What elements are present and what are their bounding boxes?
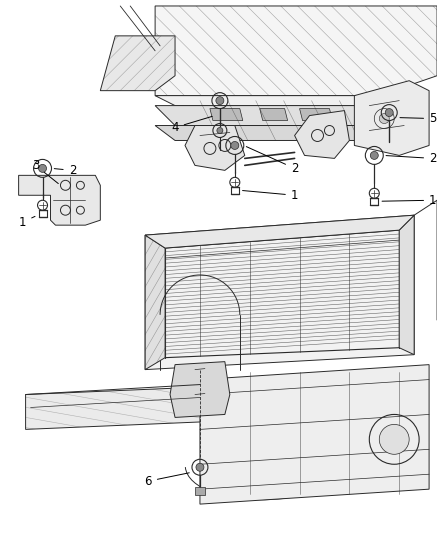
- Text: 2: 2: [386, 152, 437, 165]
- Text: 3: 3: [32, 159, 58, 183]
- Polygon shape: [399, 215, 414, 354]
- Polygon shape: [210, 109, 243, 120]
- Polygon shape: [155, 95, 399, 106]
- Circle shape: [217, 127, 223, 133]
- Circle shape: [379, 114, 389, 124]
- Circle shape: [379, 424, 409, 454]
- Text: 6: 6: [145, 473, 189, 488]
- Circle shape: [231, 141, 239, 149]
- Polygon shape: [155, 106, 399, 126]
- Polygon shape: [155, 126, 399, 141]
- Polygon shape: [200, 365, 429, 504]
- Text: 1: 1: [243, 189, 298, 202]
- Polygon shape: [300, 109, 332, 120]
- Polygon shape: [354, 80, 429, 156]
- Polygon shape: [145, 235, 165, 369]
- Text: 4: 4: [171, 116, 212, 134]
- Circle shape: [216, 96, 224, 104]
- Text: 5: 5: [400, 112, 436, 125]
- Polygon shape: [195, 487, 205, 495]
- Polygon shape: [155, 6, 437, 95]
- Polygon shape: [19, 175, 100, 225]
- Text: 2: 2: [54, 164, 76, 177]
- Text: 1: 1: [382, 194, 437, 207]
- Polygon shape: [260, 109, 288, 120]
- Polygon shape: [295, 110, 350, 158]
- Text: 1: 1: [19, 216, 35, 229]
- Text: 2: 2: [246, 147, 298, 175]
- Circle shape: [39, 164, 46, 172]
- Polygon shape: [145, 215, 414, 248]
- Polygon shape: [185, 126, 245, 171]
- Polygon shape: [145, 215, 414, 369]
- Circle shape: [370, 151, 378, 159]
- Circle shape: [196, 463, 204, 471]
- Circle shape: [385, 109, 393, 117]
- Polygon shape: [170, 362, 230, 417]
- Polygon shape: [100, 36, 175, 91]
- Polygon shape: [25, 384, 260, 430]
